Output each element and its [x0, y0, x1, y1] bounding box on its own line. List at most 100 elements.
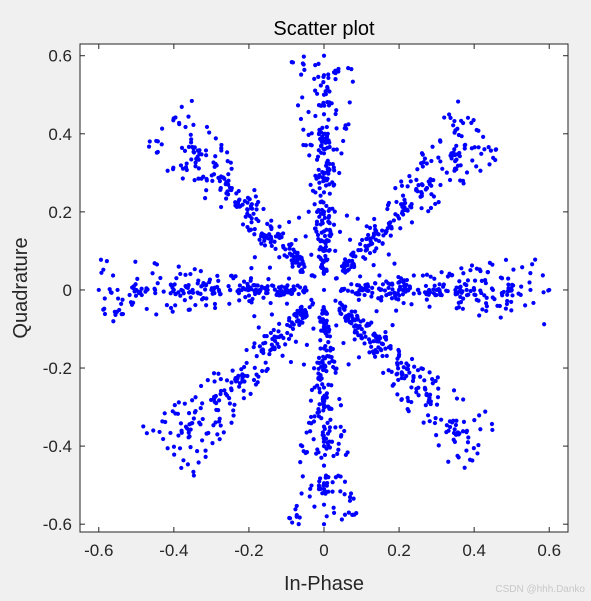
scatter-point: [528, 271, 533, 276]
scatter-point: [411, 291, 416, 296]
scatter-point: [438, 182, 443, 188]
scatter-point: [248, 203, 254, 209]
scatter-point: [504, 301, 510, 307]
scatter-point: [199, 383, 204, 389]
scatter-point: [516, 291, 521, 296]
scatter-point: [204, 431, 209, 436]
scatter-point: [388, 343, 393, 349]
scatter-point: [311, 366, 317, 371]
scatter-point: [245, 224, 250, 230]
scatter-point: [419, 190, 424, 195]
scatter-point: [306, 420, 312, 425]
scatter-point: [363, 243, 368, 249]
scatter-point: [168, 430, 173, 436]
scatter-point: [331, 183, 336, 188]
scatter-point: [186, 144, 192, 149]
scatter-point: [316, 407, 321, 412]
scatter-point: [349, 309, 354, 314]
scatter-point: [399, 179, 404, 184]
scatter-point: [371, 339, 376, 344]
scatter-point: [400, 292, 405, 297]
scatter-point: [338, 489, 343, 494]
scatter-point: [316, 254, 321, 259]
scatter-point: [181, 458, 186, 463]
scatter-point: [451, 418, 456, 423]
scatter-point: [411, 273, 416, 278]
scatter-point: [317, 386, 322, 391]
scatter-point: [470, 158, 475, 163]
scatter-point: [311, 326, 316, 331]
scatter-point: [459, 266, 464, 271]
scatter-point: [384, 279, 389, 284]
scatter-point: [190, 287, 195, 293]
scatter-point: [131, 284, 136, 289]
scatter-point: [188, 132, 193, 137]
scatter-point: [415, 167, 420, 172]
scatter-point: [346, 267, 351, 272]
scatter-point: [186, 307, 191, 312]
scatter-point: [431, 194, 437, 199]
scatter-point: [405, 367, 411, 372]
scatter-point: [216, 287, 221, 293]
scatter-point: [382, 335, 387, 340]
scatter-point: [327, 144, 332, 150]
scatter-point: [337, 170, 342, 176]
scatter-point: [326, 248, 332, 253]
scatter-point: [321, 190, 327, 195]
scatter-point: [421, 420, 426, 425]
scatter-point: [327, 439, 332, 444]
scatter-point: [318, 83, 323, 88]
scatter-point: [346, 362, 351, 367]
scatter-point: [321, 522, 327, 527]
scatter-point: [358, 319, 363, 324]
scatter-point: [384, 229, 389, 234]
scatter-point: [372, 281, 378, 286]
scatter-point: [399, 183, 405, 188]
scatter-point: [161, 289, 166, 294]
scatter-point: [451, 430, 457, 436]
scatter-point: [323, 241, 328, 246]
scatter-point: [318, 346, 323, 351]
scatter-point: [509, 299, 514, 305]
scatter-point: [374, 309, 379, 314]
scatter-point: [396, 354, 401, 359]
scatter-point: [321, 307, 327, 312]
scatter-point: [472, 292, 477, 297]
scatter-point: [300, 261, 305, 266]
scatter-point: [213, 136, 218, 141]
scatter-point: [240, 222, 246, 227]
scatter-point: [190, 398, 195, 403]
scatter-point: [471, 118, 476, 123]
scatter-point: [115, 287, 120, 293]
scatter-point: [459, 118, 464, 123]
scatter-point: [292, 249, 297, 255]
scatter-point: [198, 269, 203, 274]
scatter-point: [300, 269, 305, 275]
scatter-point: [346, 258, 352, 263]
scatter-point: [325, 420, 330, 425]
scatter-point: [409, 205, 414, 210]
scatter-point: [351, 253, 356, 259]
scatter-point: [386, 252, 391, 257]
scatter-point: [404, 373, 409, 379]
scatter-point: [186, 283, 191, 288]
scatter-point: [224, 191, 229, 196]
scatter-point: [274, 335, 280, 340]
scatter-point: [341, 138, 346, 144]
scatter-point: [371, 263, 376, 268]
scatter-point: [321, 151, 327, 156]
scatter-point: [407, 174, 412, 179]
scatter-point: [352, 512, 357, 517]
scatter-point: [242, 199, 247, 204]
scatter-point: [318, 338, 323, 343]
scatter-point: [157, 429, 162, 435]
scatter-point: [321, 502, 327, 507]
scatter-point: [299, 72, 304, 77]
scatter-point: [191, 469, 196, 474]
x-axis-title: In-Phase: [284, 573, 364, 595]
scatter-point: [263, 340, 268, 345]
scatter-point: [487, 162, 492, 167]
scatter-point: [351, 264, 357, 270]
scatter-point: [267, 232, 272, 237]
scatter-point: [454, 143, 459, 148]
